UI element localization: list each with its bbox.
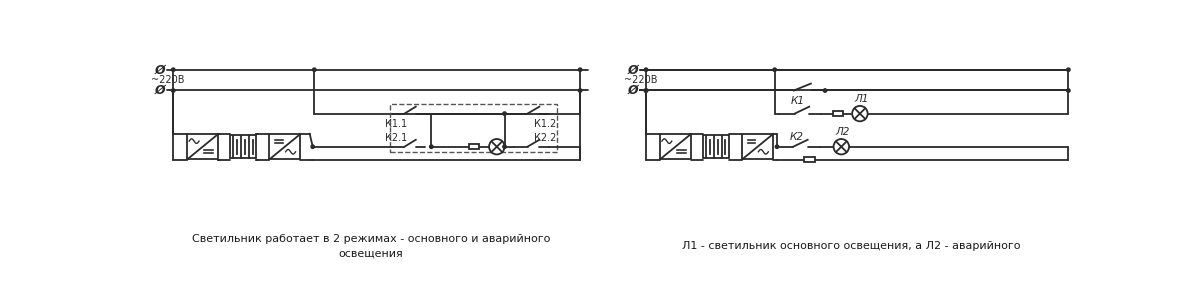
Text: ~220В: ~220В [151,75,185,85]
Bar [833,111,844,116]
Text: Ø: Ø [628,84,638,97]
Circle shape [834,139,850,154]
Text: К2.2: К2.2 [534,133,557,143]
Text: К2.1: К2.1 [384,133,407,143]
Bar [702,135,728,158]
Text: ~220В: ~220В [624,75,658,85]
Circle shape [503,112,506,115]
Text: Ø: Ø [628,63,638,76]
Bar [804,157,815,162]
Circle shape [1067,68,1070,71]
Circle shape [644,68,648,71]
Bar [390,104,557,152]
Circle shape [852,106,868,121]
Bar [230,135,256,158]
Circle shape [490,139,504,154]
Text: Л2: Л2 [835,127,850,137]
Circle shape [578,89,582,92]
Circle shape [775,145,779,149]
Circle shape [311,145,314,149]
Text: Л1 - светильник основного освещения, а Л2 - аварийного: Л1 - светильник основного освещения, а Л… [682,241,1021,251]
Text: Ø: Ø [155,63,166,76]
Circle shape [578,68,582,71]
Circle shape [503,145,506,149]
Circle shape [823,89,827,92]
Text: К1: К1 [791,95,805,106]
Circle shape [644,89,648,92]
Text: К1.2: К1.2 [534,119,557,129]
Text: Ø: Ø [155,84,166,97]
Bar [468,144,479,149]
Circle shape [773,68,776,71]
Circle shape [430,145,433,149]
Circle shape [172,68,175,71]
Circle shape [172,89,175,92]
Bar [742,134,773,160]
Text: Светильник работает в 2 режимах - основного и аварийного
освещения: Светильник работает в 2 режимах - основн… [192,234,550,258]
Bar [187,134,218,160]
Circle shape [644,89,648,92]
Circle shape [1067,89,1070,92]
Text: Л1: Л1 [854,94,869,104]
Bar [660,134,691,160]
Circle shape [312,68,316,71]
Text: К1.1: К1.1 [385,119,407,129]
Bar [269,134,300,160]
Text: К2: К2 [790,132,803,142]
